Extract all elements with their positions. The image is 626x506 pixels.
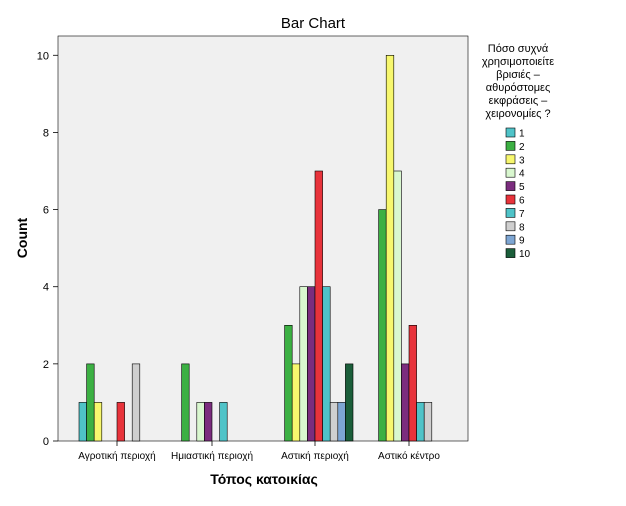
bar [299, 286, 308, 442]
y-axis-label: Count [14, 217, 30, 258]
chart-title: Bar Chart [281, 15, 346, 32]
y-tick-label: 10 [37, 50, 49, 62]
bar [393, 170, 402, 442]
bar [284, 324, 293, 442]
legend-label: 4 [519, 169, 525, 180]
bar [385, 54, 395, 442]
bar [314, 170, 323, 442]
legend-label: 7 [519, 209, 525, 220]
y-tick-label: 0 [43, 436, 49, 448]
bar [322, 286, 331, 442]
legend-swatch [505, 208, 516, 218]
legend-swatch [505, 194, 516, 205]
legend-swatch [505, 127, 516, 138]
x-tick-label: Αγροτική περιοχή [78, 450, 155, 462]
bar [329, 402, 339, 442]
bar [416, 402, 425, 442]
legend-title-line: χειρονομίες ? [485, 108, 550, 120]
y-tick-label: 2 [43, 359, 49, 371]
legend-title-line: χρησιμοποιείτε [482, 56, 554, 68]
legend-label: 3 [519, 155, 525, 166]
legend-label: 5 [519, 182, 525, 193]
bar [423, 402, 433, 442]
bar [408, 324, 417, 442]
legend-swatch [505, 181, 516, 191]
legend-title-line: βρισιές – [496, 69, 541, 81]
bar [93, 402, 103, 442]
legend-label: 10 [519, 249, 531, 260]
bar [204, 402, 213, 442]
y-tick-label: 6 [43, 205, 49, 217]
x-tick-label: Ημιαστική περιοχή [171, 450, 253, 462]
legend-swatch [505, 141, 516, 151]
bar [131, 363, 141, 442]
x-tick-label: Αστική περιοχή [281, 450, 349, 462]
legend-label: 8 [519, 222, 525, 233]
legend-label: 6 [519, 196, 525, 207]
bar [219, 402, 228, 442]
legend-swatch [505, 234, 516, 245]
legend-label: 9 [519, 236, 525, 247]
bar [291, 363, 301, 442]
x-axis: Αγροτική περιοχή Ημιαστική περιοχή Αστική … [78, 441, 440, 462]
bar [181, 363, 190, 442]
bar [378, 209, 387, 442]
x-tick-label: Αστικό κέντρο [378, 450, 440, 462]
legend-title-line: Πόσο συχνά [488, 43, 549, 55]
legend-label: 1 [519, 129, 525, 140]
x-axis-label: Τόπος κατοικίας [210, 471, 318, 487]
bar [196, 402, 205, 442]
legend-swatch [505, 167, 516, 178]
bar [337, 402, 346, 442]
legend-swatch [505, 248, 516, 258]
legend-label: 2 [519, 142, 525, 153]
y-axis: 0 2 4 6 8 10 [37, 50, 58, 448]
bar [116, 402, 125, 442]
bar [307, 286, 316, 442]
y-tick-label: 4 [43, 282, 49, 294]
legend-swatch [505, 154, 516, 165]
bar [86, 363, 95, 442]
bar [401, 363, 410, 442]
legend-swatch [505, 221, 516, 232]
y-tick-label: 8 [43, 127, 49, 139]
legend-title-line: εκφράσεις – [489, 95, 549, 107]
bars-group [78, 54, 433, 442]
bar [345, 363, 354, 442]
bar [78, 402, 87, 442]
legend-title-line: αθυρόστομες [486, 82, 551, 94]
